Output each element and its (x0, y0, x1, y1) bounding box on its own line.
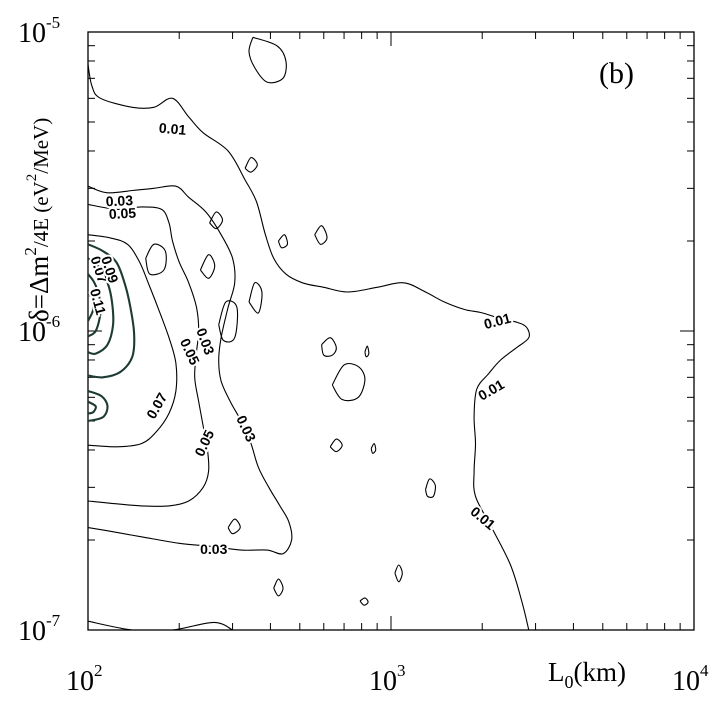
contour-line (209, 211, 224, 230)
contour-line (370, 443, 377, 454)
contour-lines (88, 36, 530, 630)
contour-labels: 0.010.030.050.070.090.110.030.050.070.05… (85, 118, 515, 559)
contour-line (248, 281, 263, 314)
contour-line (88, 390, 109, 423)
contour-label: 0.05 (191, 427, 217, 459)
contour-line (227, 518, 241, 535)
contour-label: 0.01 (467, 503, 498, 533)
x-tick-label: 104 (672, 661, 709, 697)
contour-line (277, 234, 289, 249)
contour-line (248, 36, 287, 84)
contour-label: 0.03 (233, 413, 259, 445)
contour-line (331, 362, 366, 402)
x-tick-label: 103 (369, 661, 406, 697)
contour-line (88, 243, 136, 379)
contour-line (88, 234, 178, 448)
contour-line (88, 273, 102, 338)
contour-line (88, 185, 293, 555)
contour-line (88, 203, 210, 507)
y-tick-label: 10-5 (18, 13, 60, 49)
contour-line (394, 564, 403, 583)
axis-ticks (88, 32, 694, 630)
tick-labels: 102 103 104 10-7 10-6 10-5 (18, 13, 709, 697)
contour-line (199, 254, 216, 279)
contour-line (218, 300, 239, 343)
contour-line (88, 257, 115, 356)
contour-label: 0.11 (87, 287, 109, 317)
contour-line (359, 597, 369, 606)
x-axis-label: L0(km) (548, 657, 626, 692)
contour-line (424, 478, 436, 498)
contour-line (244, 157, 258, 173)
y-tick-label: 10-7 (18, 611, 61, 647)
contour-line (88, 620, 233, 630)
contour-line (88, 400, 97, 415)
panel-label: (b) (599, 57, 634, 90)
contour-line (321, 337, 337, 357)
contour-label: 0.01 (158, 120, 187, 138)
contour-label: 0.01 (482, 310, 513, 333)
contour-label: 0.05 (108, 205, 136, 222)
contour-line (329, 438, 343, 453)
contour-line (364, 345, 370, 358)
contour-line (273, 578, 284, 597)
contour-label: 0.03 (105, 192, 133, 209)
y-axis-label: δ=Δm2/4E (eV2/MeV) (21, 118, 54, 322)
contour-label: 0.03 (200, 541, 227, 557)
contour-line (88, 64, 530, 630)
contour-line (145, 243, 167, 276)
x-tick-label: 102 (66, 661, 103, 697)
contour-line (88, 291, 95, 322)
contour-line (314, 225, 328, 245)
y-tick-label: 10-6 (18, 312, 60, 348)
contour-label: 0.07 (143, 390, 171, 422)
contour-label: 0.01 (475, 376, 507, 404)
